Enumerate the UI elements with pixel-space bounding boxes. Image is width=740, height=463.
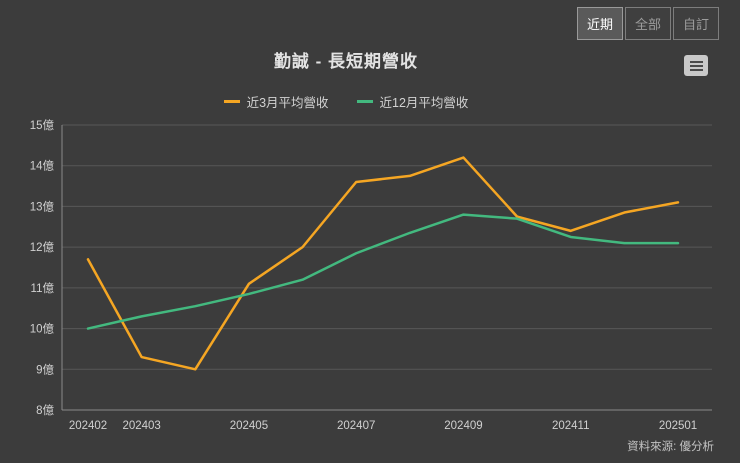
range-button-custom[interactable]: 自訂 xyxy=(672,7,719,40)
svg-text:15億: 15億 xyxy=(30,119,55,132)
range-button-all[interactable]: 全部 xyxy=(624,7,671,40)
svg-text:10億: 10億 xyxy=(30,323,55,336)
legend-item-12month[interactable]: 近12月平均營收 xyxy=(356,92,469,111)
svg-text:202402: 202402 xyxy=(69,420,107,432)
data-source: 資料來源: 優分析 xyxy=(627,441,714,453)
svg-text:13億: 13億 xyxy=(30,200,55,213)
range-toolbar: 近期 全部 自訂 xyxy=(576,7,719,40)
svg-text:9億: 9億 xyxy=(36,363,54,376)
legend-line-orange-icon xyxy=(223,100,240,103)
svg-text:202501: 202501 xyxy=(659,420,697,432)
svg-text:202405: 202405 xyxy=(230,420,268,432)
chart-title: 勤誠 - 長短期營收 xyxy=(273,52,419,71)
svg-text:14億: 14億 xyxy=(30,160,55,173)
legend-line-green-icon xyxy=(356,100,373,103)
legend-label-3month: 近3月平均營收 xyxy=(246,96,329,110)
svg-text:202407: 202407 xyxy=(337,420,375,432)
chart-legend: 近3月平均營收 近12月平均營收 xyxy=(0,92,692,111)
svg-text:12億: 12億 xyxy=(30,241,55,254)
range-button-recent[interactable]: 近期 xyxy=(576,7,623,40)
svg-text:11億: 11億 xyxy=(31,282,55,295)
legend-label-12month: 近12月平均營收 xyxy=(379,96,469,110)
svg-text:202411: 202411 xyxy=(552,420,590,432)
svg-text:202403: 202403 xyxy=(122,420,160,432)
svg-text:8億: 8億 xyxy=(36,404,54,417)
hamburger-menu-icon[interactable] xyxy=(684,55,708,76)
svg-text:202409: 202409 xyxy=(444,420,482,432)
legend-item-3month[interactable]: 近3月平均營收 xyxy=(223,92,329,111)
